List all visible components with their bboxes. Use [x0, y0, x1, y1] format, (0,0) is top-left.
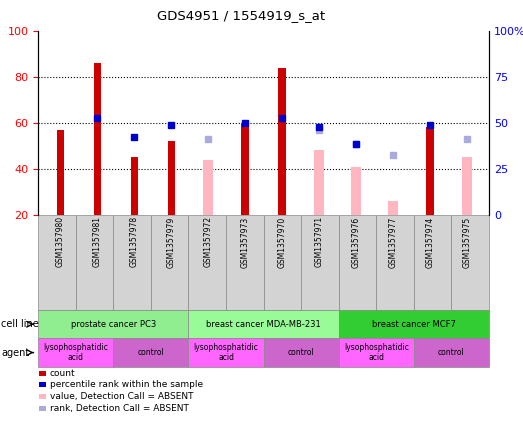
Bar — [94, 63, 101, 215]
Bar — [242, 123, 249, 215]
Bar — [388, 201, 398, 215]
Text: control: control — [288, 348, 314, 357]
Text: value, Detection Call = ABSENT: value, Detection Call = ABSENT — [50, 392, 193, 401]
Text: breast cancer MCF7: breast cancer MCF7 — [372, 320, 456, 329]
Bar — [278, 68, 286, 215]
Text: cell line: cell line — [1, 319, 39, 329]
Text: count: count — [50, 368, 75, 378]
Text: breast cancer MDA-MB-231: breast cancer MDA-MB-231 — [206, 320, 321, 329]
Bar — [56, 130, 64, 215]
Text: percentile rank within the sample: percentile rank within the sample — [50, 380, 203, 390]
Bar — [167, 141, 175, 215]
Text: lysophosphatidic
acid: lysophosphatidic acid — [344, 343, 409, 362]
Text: GDS4951 / 1554919_s_at: GDS4951 / 1554919_s_at — [157, 9, 325, 22]
Bar — [314, 151, 324, 215]
Text: prostate cancer PC3: prostate cancer PC3 — [71, 320, 156, 329]
Bar — [203, 160, 213, 215]
Bar — [351, 167, 361, 215]
Bar — [462, 157, 472, 215]
Text: lysophosphatidic
acid: lysophosphatidic acid — [43, 343, 108, 362]
Text: control: control — [138, 348, 164, 357]
Text: lysophosphatidic
acid: lysophosphatidic acid — [194, 343, 258, 362]
Text: control: control — [438, 348, 465, 357]
Text: rank, Detection Call = ABSENT: rank, Detection Call = ABSENT — [50, 404, 189, 413]
Text: agent: agent — [1, 348, 29, 357]
Bar — [426, 127, 434, 215]
Bar — [131, 157, 138, 215]
